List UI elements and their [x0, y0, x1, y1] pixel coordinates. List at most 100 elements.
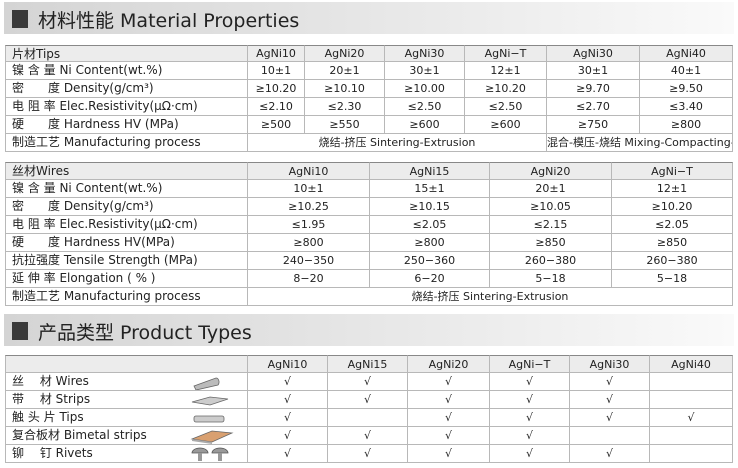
value-cell: ≥600: [465, 116, 547, 134]
value-cell: ≥9.70: [547, 80, 640, 98]
banner-icon: [12, 322, 28, 340]
value-cell: √: [248, 391, 328, 409]
value-cell: 12±1: [612, 180, 733, 198]
row-label: 密 度 Density(g/cm³): [5, 80, 248, 98]
value-cell: ≥850: [490, 234, 612, 252]
value-cell: ≥850: [612, 234, 733, 252]
row-label: 丝 材 Wires: [5, 373, 248, 391]
value-cell: ≥10.25: [248, 198, 370, 216]
header-cell: AgNi−T: [490, 355, 570, 373]
header-cell: AgNi20: [305, 45, 385, 62]
value-cell: 烧结-挤压 Sintering-Extrusion: [248, 134, 547, 152]
header-label: 片材Tips: [5, 45, 248, 62]
value-cell: √: [490, 445, 570, 463]
section-banner: 材料性能 Material Properties: [4, 2, 734, 34]
value-cell: √: [490, 409, 570, 427]
value-cell: ≥800: [248, 234, 370, 252]
value-cell: ≥500: [248, 116, 305, 134]
value-cell: [570, 427, 650, 445]
value-cell: ≤2.70: [547, 98, 640, 116]
header-cell: AgNi30: [385, 45, 465, 62]
value-cell: 260−380: [490, 252, 612, 270]
row-label: 带 材 Strips: [5, 391, 248, 409]
value-cell: 烧结-挤压 Sintering-Extrusion: [248, 288, 733, 306]
header-cell: AgNi20: [490, 162, 612, 180]
value-cell: [650, 373, 733, 391]
value-cell: √: [490, 391, 570, 409]
value-cell: [650, 427, 733, 445]
row-label: 电 阻 率 Elec.Resistivity(μΩ·cm): [5, 216, 248, 234]
header-cell: AgNi40: [650, 355, 733, 373]
row-label: 电 阻 率 Elec.Resistivity(μΩ·cm): [5, 98, 248, 116]
row-label: 触 头 片 Tips: [5, 409, 248, 427]
rivet-icon: [191, 447, 229, 461]
header-cell: AgNi−T: [465, 45, 547, 62]
value-cell: [328, 409, 408, 427]
value-cell: ≤3.40: [640, 98, 733, 116]
row-label: 制造工艺 Manufacturing process: [5, 134, 248, 152]
wire-icon: [193, 377, 220, 391]
value-cell: √: [490, 373, 570, 391]
value-cell: 8−20: [248, 270, 370, 288]
header-cell: AgNi10: [248, 45, 305, 62]
value-cell: ≥9.50: [640, 80, 733, 98]
row-label: 制造工艺 Manufacturing process: [5, 288, 248, 306]
value-cell: 30±1: [547, 62, 640, 80]
value-cell: √: [248, 373, 328, 391]
header-cell: AgNi10: [248, 162, 370, 180]
value-cell: ≥10.20: [612, 198, 733, 216]
value-cell: 20±1: [490, 180, 612, 198]
row-label: 镍 含 量 Ni Content(wt.%): [5, 180, 248, 198]
row-label: 铆 钉 Rivets: [5, 445, 248, 463]
value-cell: ≤2.10: [248, 98, 305, 116]
value-cell: 15±1: [370, 180, 490, 198]
value-cell: √: [650, 409, 733, 427]
value-cell: √: [328, 427, 408, 445]
section-banner: 产品类型 Product Types: [4, 314, 734, 346]
value-cell: 250−360: [370, 252, 490, 270]
value-cell: √: [408, 409, 490, 427]
header-cell: AgNi15: [370, 162, 490, 180]
value-cell: ≥10.20: [248, 80, 305, 98]
value-cell: ≤2.30: [305, 98, 385, 116]
header-label: [5, 355, 248, 373]
value-cell: ≥10.05: [490, 198, 612, 216]
value-cell: ≤2.05: [370, 216, 490, 234]
value-cell: √: [328, 373, 408, 391]
value-cell: ≥10.20: [465, 80, 547, 98]
value-cell: √: [408, 445, 490, 463]
value-cell: [650, 445, 733, 463]
header-cell: AgNi10: [248, 355, 328, 373]
value-cell: ≥800: [370, 234, 490, 252]
value-cell: ≤2.50: [465, 98, 547, 116]
header-cell: AgNi−T: [612, 162, 733, 180]
value-cell: 6−20: [370, 270, 490, 288]
row-label: 密 度 Density(g/cm³): [5, 198, 248, 216]
value-cell: √: [570, 391, 650, 409]
value-cell: 240−350: [248, 252, 370, 270]
value-cell: 20±1: [305, 62, 385, 80]
header-cell: AgNi30: [570, 355, 650, 373]
tip-icon: [193, 415, 225, 423]
value-cell: 40±1: [640, 62, 733, 80]
row-label: 硬 度 Hardness HV(MPa): [5, 234, 248, 252]
value-cell: 12±1: [465, 62, 547, 80]
value-cell: 混合-模压-烧结 Mixing-Compacting-Sintering: [547, 134, 733, 152]
value-cell: ≤2.05: [612, 216, 733, 234]
value-cell: ≤2.50: [385, 98, 465, 116]
header-cell: AgNi30: [547, 45, 640, 62]
row-label: 延 伸 率 Elongation ( % ): [5, 270, 248, 288]
value-cell: √: [328, 391, 408, 409]
header-cell: AgNi20: [408, 355, 490, 373]
header-label: 丝材Wires: [5, 162, 248, 180]
value-cell: √: [490, 427, 570, 445]
banner-icon: [12, 10, 28, 28]
row-label: 复合板材 Bimetal strips: [5, 427, 248, 445]
value-cell: [650, 391, 733, 409]
value-cell: 260−380: [612, 252, 733, 270]
value-cell: √: [570, 409, 650, 427]
row-label: 抗拉强度 Tensile Strength (MPa): [5, 252, 248, 270]
header-cell: AgNi40: [640, 45, 733, 62]
section-title: 产品类型 Product Types: [38, 322, 252, 344]
